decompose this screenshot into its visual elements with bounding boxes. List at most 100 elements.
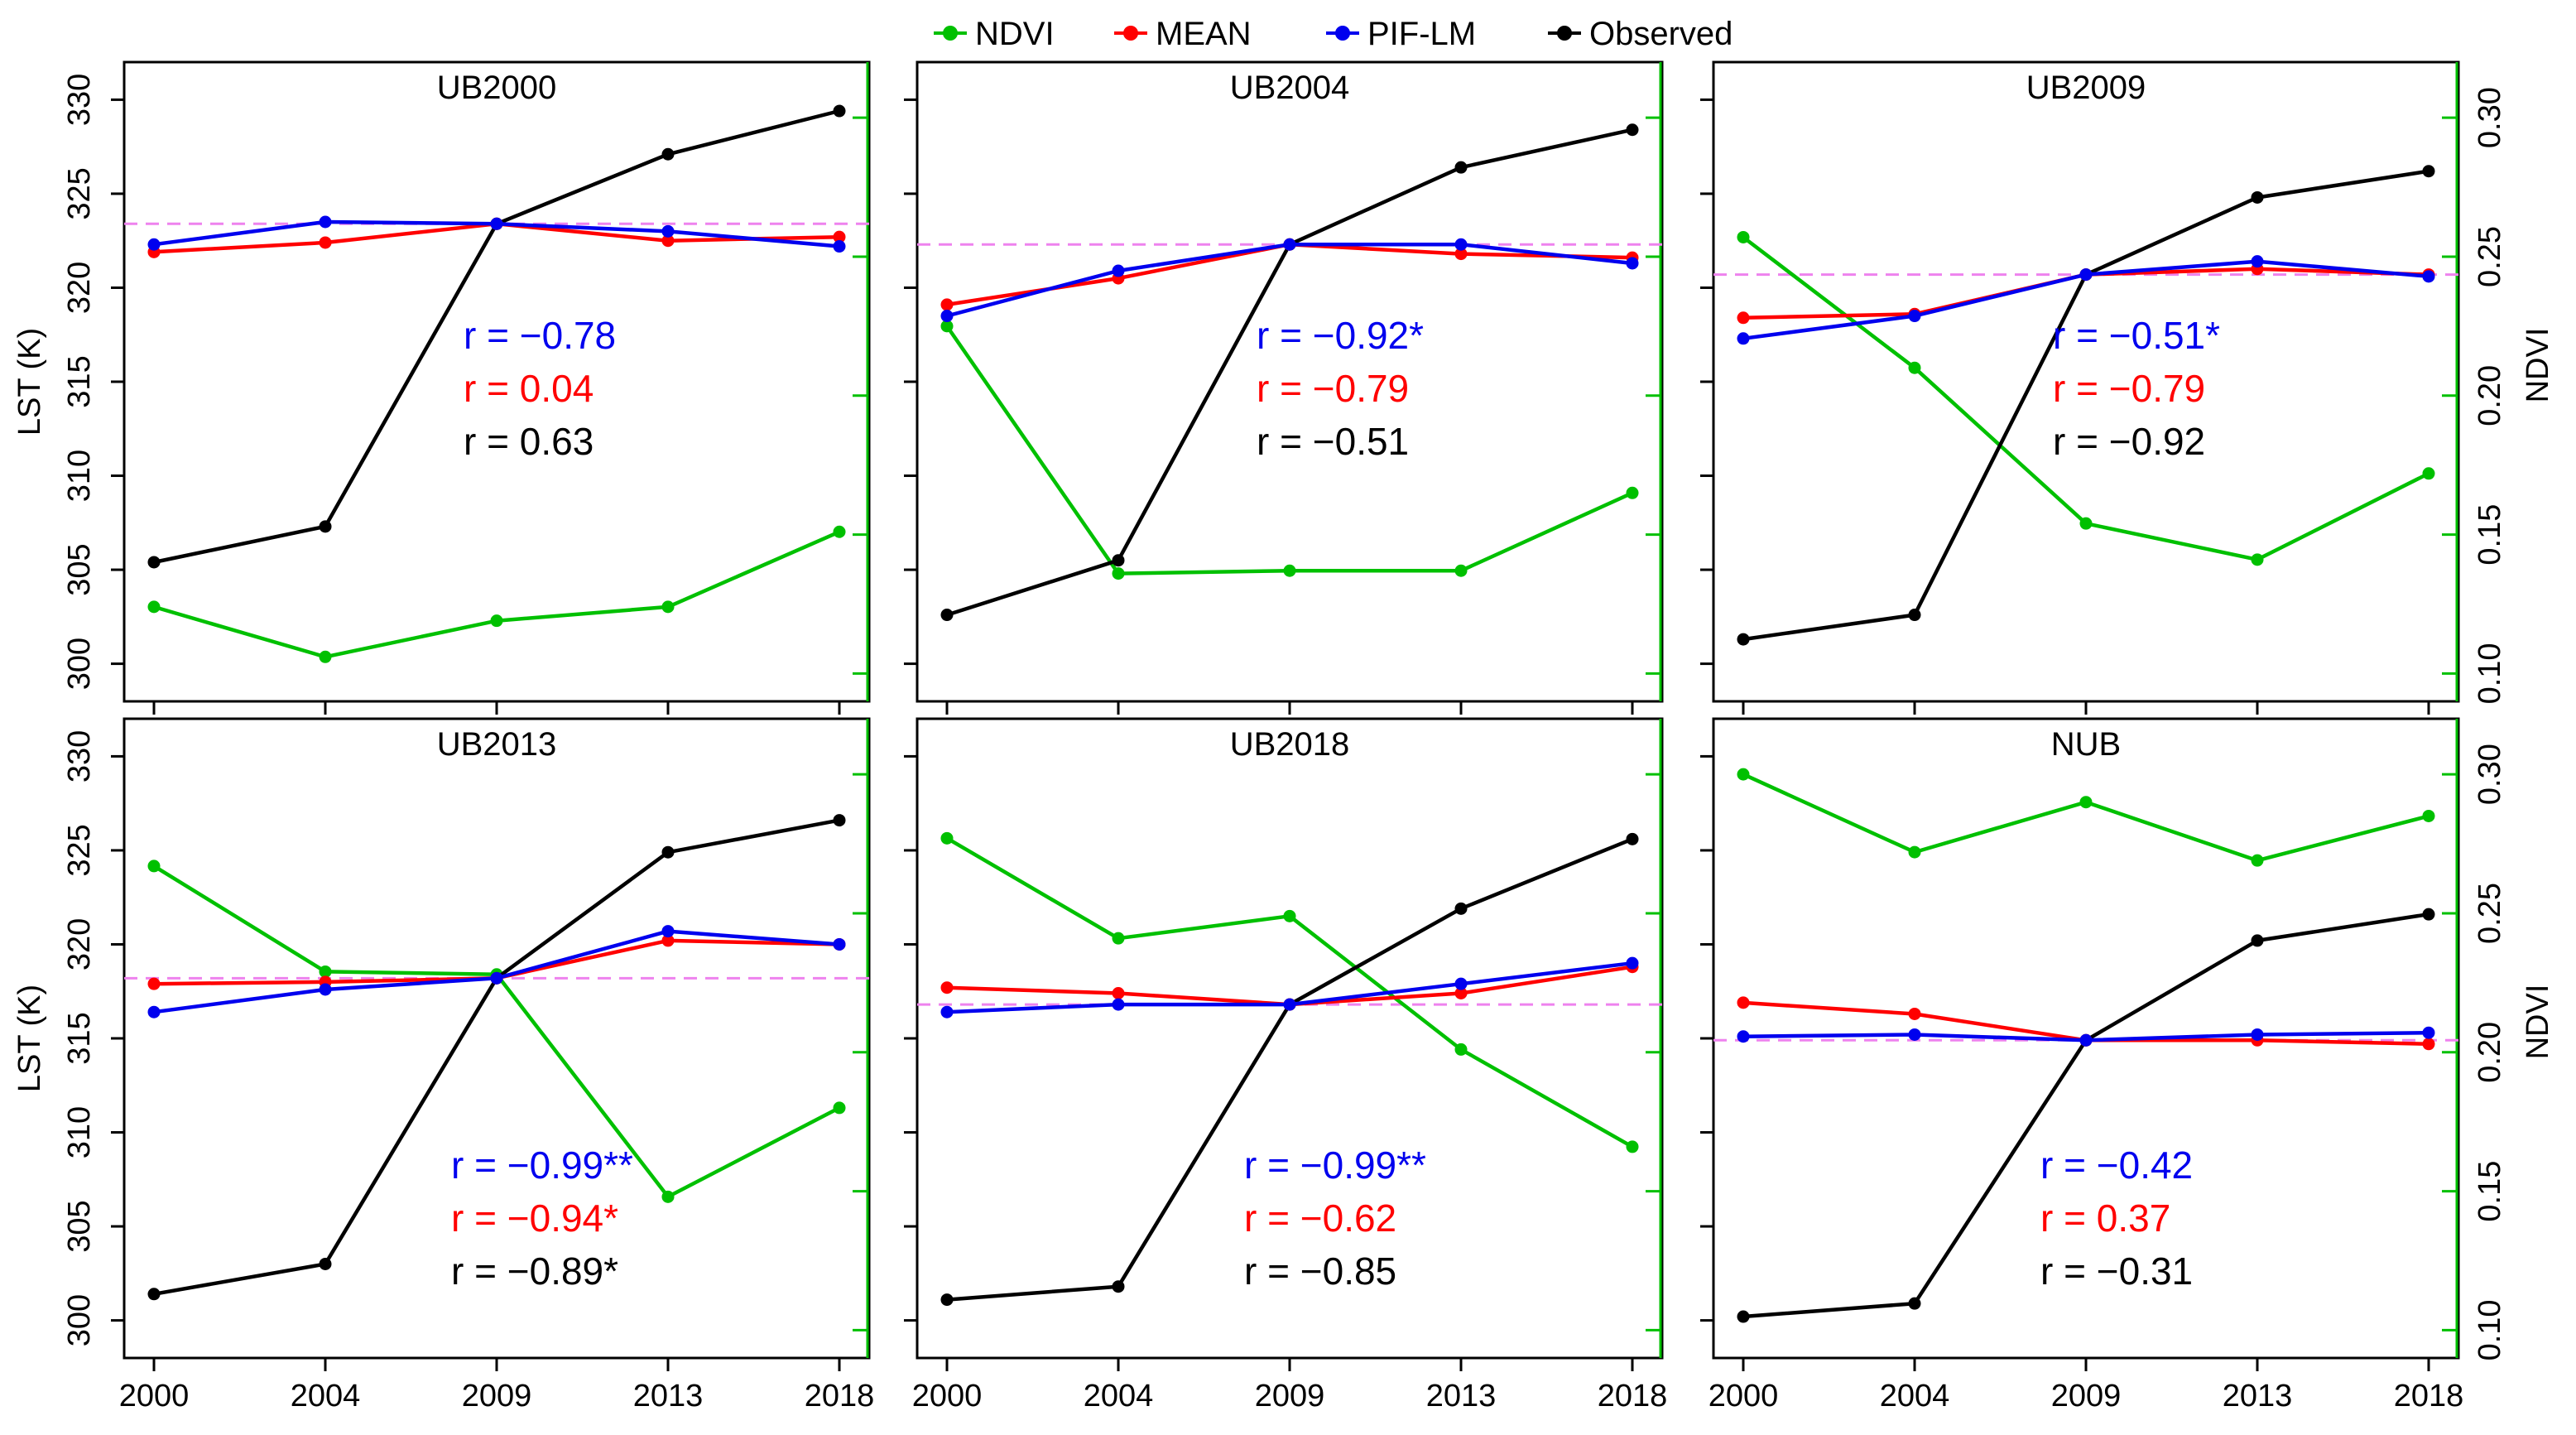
pif-lm-point	[490, 971, 503, 985]
x-tick-label: 2013	[2223, 1379, 2293, 1413]
ndvi-point	[2079, 517, 2093, 530]
ndvi-point	[1737, 230, 1750, 243]
x-tick-label: 2009	[1255, 1379, 1325, 1413]
correlation-mean: r = −0.79	[2053, 367, 2205, 410]
panel-ub2013: 300 305 310 315 320 325 330 2000 2004 2009 2013 201…	[12, 717, 874, 1413]
ndvi-tick-label: 0.15	[2473, 1161, 2507, 1222]
ndvi-point	[1283, 909, 1296, 922]
correlation-observed: r = −0.85	[1244, 1250, 1396, 1293]
panel-title: UB2004	[1230, 70, 1350, 106]
pif-lm-point	[2079, 1033, 2093, 1047]
observed-point	[833, 814, 846, 827]
ndvi-point	[1626, 486, 1639, 499]
lst-tick-label: 330	[62, 730, 97, 783]
ndvi-point	[319, 965, 332, 978]
ndvi-tick-label: 0.30	[2473, 744, 2507, 805]
ndvi-point	[2251, 553, 2264, 566]
panels: 300 305 310 315 320 325 330 LST (K) UB2000 r = −0…	[12, 60, 2555, 1413]
x-tick-label: 2013	[1426, 1379, 1497, 1413]
ndvi-point	[661, 1190, 675, 1203]
correlation-pif: r = −0.78	[464, 314, 616, 357]
pif-lm-point	[661, 224, 675, 238]
ndvi-point	[490, 614, 503, 628]
ndvi-axis-title: NDVI	[2521, 985, 2555, 1060]
correlation-mean: r = −0.62	[1244, 1197, 1396, 1240]
ndvi-line	[1742, 773, 2429, 863]
legend-label: MEAN	[1156, 16, 1252, 52]
lst-tick-label: 305	[62, 543, 97, 595]
x-tick-label: 2013	[633, 1379, 704, 1413]
pif-lm-point	[1454, 238, 1468, 251]
pif-lm-point	[833, 937, 846, 951]
correlation-pif: r = −0.99**	[451, 1144, 633, 1187]
lst-tick-label: 325	[62, 824, 97, 876]
observed-point	[2251, 934, 2264, 947]
mean-point	[1454, 987, 1468, 1000]
observed-point	[2251, 190, 2264, 204]
pif-lm-point	[1112, 998, 1125, 1011]
ndvi-point	[1283, 564, 1296, 577]
lst-tick-label: 315	[62, 1012, 97, 1064]
mean-point	[2422, 1038, 2435, 1051]
observed-point	[1112, 1280, 1125, 1293]
observed-point	[319, 520, 332, 533]
lst-tick-label: 320	[62, 262, 97, 314]
ndvi-point	[1626, 1140, 1639, 1153]
lst-tick-label: 300	[62, 638, 97, 690]
lst-axis-title: LST (K)	[12, 328, 47, 436]
x-tick-label: 2018	[1598, 1379, 1668, 1413]
mean-point	[940, 298, 954, 311]
pif-lm-point	[2251, 255, 2264, 268]
ndvi-point	[2251, 854, 2264, 867]
legend-swatch-point	[1335, 26, 1350, 41]
mean-point	[661, 934, 675, 947]
lst-tick-label: 320	[62, 918, 97, 970]
ndvi-tick-label: 0.25	[2473, 883, 2507, 944]
mean-point	[940, 981, 954, 994]
ndvi-point	[833, 1101, 846, 1115]
mean-point	[1454, 248, 1468, 261]
ndvi-point	[147, 600, 161, 614]
ndvi-point	[319, 650, 332, 663]
x-tick-label: 2000	[119, 1379, 190, 1413]
pif-lm-point	[2422, 1026, 2435, 1039]
ndvi-tick-label: 0.20	[2473, 365, 2507, 426]
mean-point	[1112, 987, 1125, 1000]
panel-title: UB2009	[2026, 70, 2146, 106]
correlation-mean: r = 0.37	[2040, 1197, 2170, 1240]
observed-point	[2422, 908, 2435, 921]
legend: NDVI MEAN PIF-LM Observed	[934, 16, 1733, 52]
ndvi-tick-label: 0.15	[2473, 504, 2507, 566]
ndvi-point	[2422, 467, 2435, 480]
x-tick-label: 2000	[1709, 1379, 1779, 1413]
observed-point	[940, 609, 954, 622]
x-tick-label: 2004	[291, 1379, 361, 1413]
pif-lm-point	[1626, 956, 1639, 970]
panel-ub2018: 2000 2004 2009 2013 2018 UB2018 r = −0.99** r =…	[904, 717, 1668, 1413]
mean-point	[833, 230, 846, 243]
observed-point	[2422, 165, 2435, 178]
pif-lm-point	[490, 217, 503, 230]
ndvi-tick-label: 0.25	[2473, 226, 2507, 287]
observed-point	[1626, 832, 1639, 845]
pif-lm-point	[2251, 1028, 2264, 1041]
panel-title: UB2013	[437, 726, 557, 763]
correlation-pif: r = −0.42	[2040, 1144, 2193, 1187]
ndvi-point	[661, 600, 675, 614]
pif-lm-point	[147, 1005, 161, 1018]
observed-point	[147, 556, 161, 569]
x-tick-label: 2009	[2051, 1379, 2122, 1413]
observed-point	[833, 104, 846, 118]
observed-point	[1908, 609, 1921, 622]
correlation-pif: r = −0.51*	[2053, 314, 2220, 357]
mean-point	[1908, 1007, 1921, 1020]
legend-swatch-point	[943, 26, 958, 41]
observed-point	[1908, 1297, 1921, 1310]
correlation-observed: r = 0.63	[464, 420, 594, 463]
ndvi-tick-label: 0.30	[2473, 87, 2507, 148]
lst-axis-title: LST (K)	[12, 985, 47, 1092]
mean-point	[1737, 311, 1750, 325]
ndvi-axis-title: NDVI	[2521, 328, 2555, 403]
ndvi-point	[1908, 361, 1921, 374]
